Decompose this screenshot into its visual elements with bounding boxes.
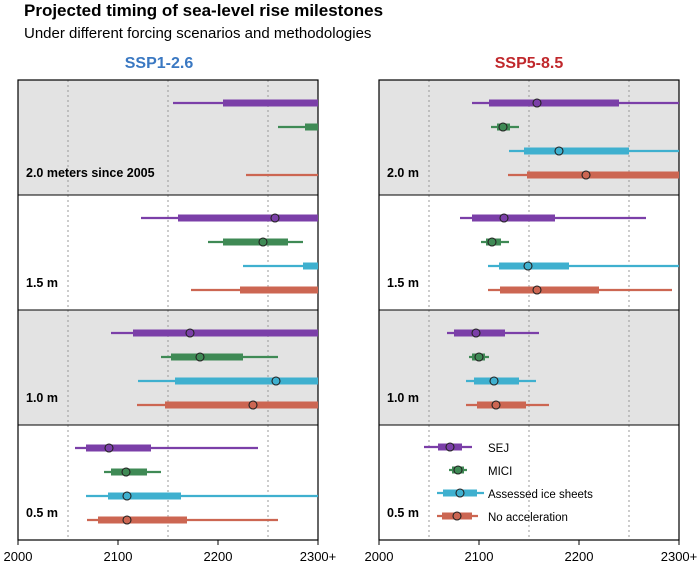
legend-label-sej: SEJ [488,443,509,455]
interval-ssp5-8-5-1-5-assessed-ice-sheets-median [523,261,533,271]
interval-ssp5-8-5-2-0-assessed-ice-sheets-median [554,146,564,156]
interval-ssp5-8-5-2-0-no-acceleration-median [581,170,591,180]
chart-subtitle: Under different forcing scenarios and me… [24,25,371,42]
legend-symbol-no-acceleration-dot [452,511,462,521]
legend-label-mici: MICI [488,466,512,478]
panel-title-ssp1-2-6: SSP1-2.6 [125,55,194,72]
level-label-1-0: 1.0 m [387,391,419,405]
legend-symbol-sej-dot [445,442,455,452]
level-label-0-5: 0.5 m [26,506,58,520]
interval-ssp5-8-5-1-5-mici-median [487,237,497,247]
legend-symbol-mici-dot [453,465,463,475]
panel-frame [17,79,319,541]
interval-ssp1-2-6-1-0-no-acceleration-median [248,400,258,410]
interval-ssp1-2-6-0-5-assessed-ice-sheets-median [122,491,132,501]
interval-ssp1-2-6-1-0-mici-median [195,352,205,362]
panel-ssp5-8-5: SSP5-8.5 2.0 m 1.5 m 1.0 m 0.5 m 2000 2100 220… [365,55,698,564]
x-tick-label-2300: 2300+ [300,549,337,564]
x-tick-label-2100: 2100 [465,549,494,564]
chart-title: Projected timing of sea-level rise miles… [24,1,383,20]
x-tick-label-2200: 2200 [204,549,233,564]
interval-ssp5-8-5-1-0-mici-median [474,352,484,362]
x-tick-label-2300: 2300+ [661,549,698,564]
interval-ssp1-2-6-0-5-sej-median [104,443,114,453]
interval-ssp5-8-5-1-5-no-acceleration-median [532,285,542,295]
interval-ssp1-2-6-0-5-no-acceleration-median [122,515,132,525]
interval-ssp5-8-5-2-0-mici-median [498,122,508,132]
interval-ssp1-2-6-0-5-mici-median [121,467,131,477]
interval-ssp1-2-6-1-5-mici-median [258,237,268,247]
band-1-0 [379,310,679,425]
x-tick-label-2000: 2000 [4,549,33,564]
panel-frame [378,79,680,541]
panel-title-ssp5-8-5: SSP5-8.5 [495,55,564,72]
level-label-2-0: 2.0 m [387,166,419,180]
x-tick-label-2000: 2000 [365,549,394,564]
interval-ssp5-8-5-1-0-sej-median [471,328,481,338]
interval-ssp1-2-6-1-0-assessed-ice-sheets-median [271,376,281,386]
legend-label-no-acceleration: No acceleration [488,512,568,524]
level-label-0-5: 0.5 m [387,506,419,520]
interval-ssp1-2-6-1-5-sej-median [270,213,280,223]
x-tick-label-2200: 2200 [565,549,594,564]
interval-ssp5-8-5-1-5-sej-median [499,213,509,223]
interval-ssp1-2-6-1-0-sej-median [185,328,195,338]
interval-ssp5-8-5-2-0-sej-median [532,98,542,108]
x-tick-label-2100: 2100 [104,549,133,564]
level-label-1-0: 1.0 m [26,391,58,405]
legend-symbol-assessed-ice-sheets-dot [455,488,465,498]
level-label-1-5: 1.5 m [387,276,419,290]
interval-ssp5-8-5-1-0-assessed-ice-sheets-median [489,376,499,386]
interval-ssp5-8-5-1-0-no-acceleration-median [491,400,501,410]
legend: SEJ MICI Assessed ice sheets No accelera… [424,442,593,524]
legend-label-assessed-ice-sheets: Assessed ice sheets [488,489,593,501]
level-label-2-0: 2.0 meters since 2005 [26,166,155,180]
level-label-1-5: 1.5 m [26,276,58,290]
panel-ssp1-2-6: SSP1-2.6 2.0 meters since 2005 1.5 m 1.0 m… [4,55,337,564]
